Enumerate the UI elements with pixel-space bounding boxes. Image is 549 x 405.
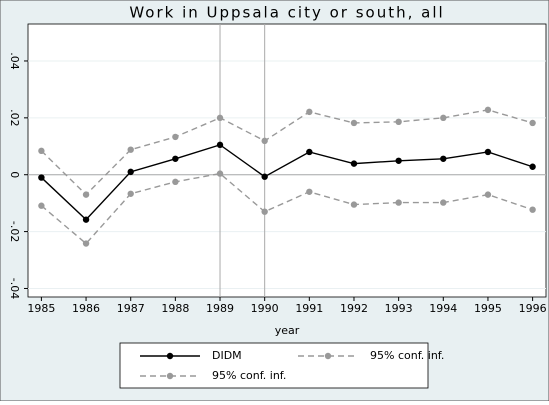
point	[440, 155, 447, 162]
x-tick-label: 1996	[519, 302, 547, 315]
point	[529, 163, 536, 170]
x-tick-label: 1987	[117, 302, 145, 315]
x-tick-label: 1994	[429, 302, 457, 315]
point	[82, 191, 90, 198]
legend-symbol	[324, 352, 332, 360]
chart-title: Work in Uppsala city or south, all	[129, 4, 444, 22]
point	[127, 146, 134, 153]
legend-symbol	[166, 372, 174, 380]
point	[395, 118, 402, 126]
series-line	[40, 144, 533, 221]
y-tick-label: .02	[8, 109, 21, 127]
point	[350, 160, 358, 167]
legend-symbol	[166, 352, 174, 360]
x-tick-label: 1985	[27, 302, 55, 315]
point	[38, 147, 45, 155]
point	[38, 174, 45, 181]
point	[484, 148, 492, 156]
point	[38, 202, 45, 209]
y-tick-label: 0	[8, 171, 21, 178]
point	[395, 199, 402, 206]
point	[350, 201, 358, 208]
legend-label: DIDM	[212, 349, 242, 362]
series-line	[40, 172, 533, 245]
x-tick-label: 1992	[340, 302, 368, 315]
x-tick-label: 1993	[385, 302, 413, 315]
point	[484, 106, 492, 114]
point	[440, 199, 447, 206]
point	[529, 119, 536, 127]
legend-label: 95% conf. inf.	[212, 369, 286, 382]
x-axis-label: year	[275, 324, 300, 337]
point	[172, 178, 179, 186]
point	[216, 114, 224, 122]
point	[82, 216, 90, 223]
plot-area	[27, 23, 547, 298]
x-tick-label: 1991	[295, 302, 323, 315]
point	[440, 114, 447, 122]
point	[172, 155, 179, 162]
legend-label: 95% conf. inf.	[370, 349, 444, 362]
point	[350, 119, 358, 127]
x-tick-label: 1995	[474, 302, 502, 315]
point	[395, 157, 402, 164]
point	[261, 173, 268, 180]
point	[306, 148, 313, 156]
x-tick-label: 1989	[206, 302, 234, 315]
point	[484, 191, 492, 198]
x-tick-label: 1988	[161, 302, 189, 315]
x-tick-label: 1990	[251, 302, 279, 315]
y-tick-label: -.04	[8, 278, 21, 299]
point	[172, 133, 179, 141]
point	[82, 240, 90, 247]
series-line	[40, 109, 533, 196]
point	[127, 190, 134, 197]
point	[261, 137, 268, 145]
point	[127, 168, 134, 176]
point	[306, 108, 313, 116]
point	[529, 206, 536, 213]
y-tick-label: .04	[8, 52, 21, 70]
point	[216, 141, 224, 149]
point	[216, 170, 224, 177]
point	[261, 208, 268, 215]
x-tick-label: 1986	[72, 302, 100, 315]
point	[306, 188, 313, 195]
y-tick-label: -.02	[8, 221, 21, 242]
legend	[119, 342, 429, 389]
